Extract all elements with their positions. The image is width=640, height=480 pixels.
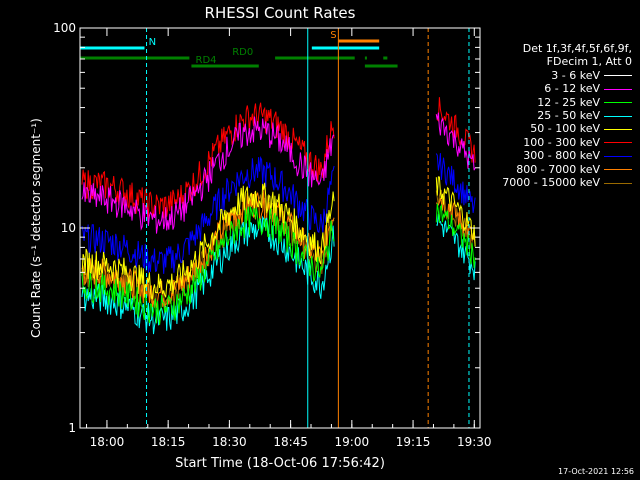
legend-item: 100 - 300 keV [502,136,632,149]
x-tick-label: 18:30 [212,435,247,449]
legend-item: 300 - 800 keV [502,149,632,162]
legend-item-label: 25 - 50 keV [537,109,600,123]
legend-item: 50 - 100 keV [502,122,632,135]
x-axis-label: Start Time (18-Oct-06 17:56:42) [175,456,385,471]
series-line [81,155,335,274]
legend-item-label: 800 - 7000 keV [516,162,600,176]
x-tick-label: 18:45 [273,435,308,449]
legend-header-2: FDecim 1, Att 0 [546,55,632,69]
legend-item-label: 7000 - 15000 keV [502,176,600,190]
legend-swatch [604,155,632,157]
vertical-markers [146,28,470,428]
series-group [81,97,476,371]
x-tick-label: 18:00 [90,435,125,449]
chart-title: RHESSI Count Rates [205,4,356,22]
legend-items: 3 - 6 keV 6 - 12 keV 12 - 25 keV 25 - 50 ke… [502,69,632,190]
x-tick-label: 19:30 [457,435,492,449]
legend-item-label: 12 - 25 keV [537,95,600,109]
y-ticks: 1 10 100 [53,21,480,435]
flag-label-s: S [330,30,336,41]
legend-item-label: 50 - 100 keV [530,122,600,136]
x-tick-label: 19:15 [396,435,431,449]
series-line [81,206,335,325]
legend-item-label: 6 - 12 keV [544,82,600,96]
legend-swatch [604,102,632,104]
legend-item-label: 3 - 6 keV [551,68,600,82]
legend-item: 3 - 6 keV [502,69,632,82]
series-line [81,252,335,371]
series-line [81,116,335,234]
legend-header-1: Det 1f,3f,4f,5f,6f,9f, [522,42,632,55]
legend-swatch [604,128,632,130]
legend-item: 12 - 25 keV [502,96,632,109]
series-50-100-kev [81,176,476,300]
legend-item: 6 - 12 keV [502,82,632,95]
y-tick-label: 1 [68,421,76,435]
legend-item: 800 - 7000 keV [502,163,632,176]
flag-label-n: N [149,37,156,48]
flag-label-rd0: RD0 [232,47,253,58]
y-axis-label: Count Rate (s⁻¹ detector segment⁻¹) [29,118,43,338]
timestamp: 17-Oct-2021 12:56 [558,467,634,476]
legend-item-label: 100 - 300 keV [523,135,600,149]
series-line [81,102,335,220]
legend-item: 7000 - 15000 keV [502,176,632,189]
series-line [81,182,335,300]
series-300-800-kev [81,153,476,274]
legend-swatch [604,169,632,171]
flag-bars: N RD0 RD4 S [80,30,398,68]
legend: Det 1f,3f,4f,5f,6f,9f, FDecim 1, Att 0 3… [502,42,632,189]
legend-swatch [604,115,632,117]
legend-item-label: 300 - 800 keV [523,149,600,163]
legend-item: 25 - 50 keV [502,109,632,122]
series-line [436,213,476,281]
x-tick-label: 18:15 [151,435,186,449]
flag-label-rd4: RD4 [196,55,217,66]
x-ticks: 18:00 18:15 18:30 18:45 19:00 19:15 19:30 [86,28,492,449]
legend-swatch [604,75,632,77]
series-6-12-kev [81,112,476,234]
x-tick-label: 19:00 [335,435,370,449]
y-tick-label: 100 [53,21,76,35]
series-line [435,195,476,241]
legend-swatch [604,88,632,90]
y-tick-label: 10 [61,221,76,235]
legend-swatch [604,142,632,144]
series-line [435,176,476,247]
legend-swatch [604,182,632,184]
